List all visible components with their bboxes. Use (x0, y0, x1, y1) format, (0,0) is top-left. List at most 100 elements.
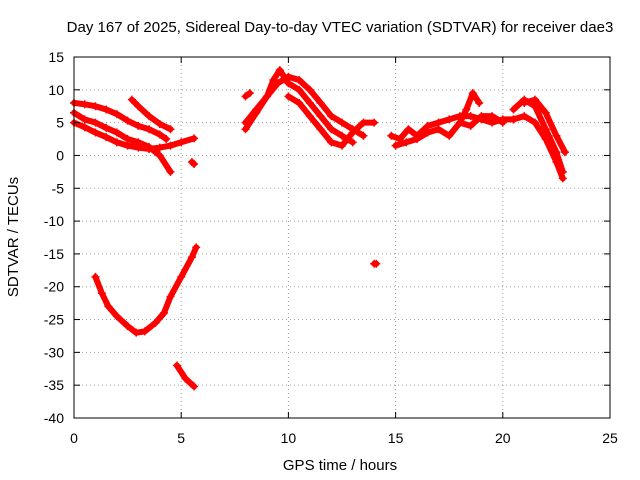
data-point-marker (466, 112, 475, 121)
data-point-marker (284, 72, 293, 81)
series-trace (242, 73, 367, 139)
data-point-marker (348, 138, 357, 147)
chart-title: Day 167 of 2025, Sidereal Day-to-day VTE… (67, 19, 614, 36)
data-point-marker (295, 75, 304, 84)
data-point-marker (305, 85, 314, 94)
data-point-marker (134, 102, 143, 111)
data-point-marker (166, 292, 175, 301)
series-track-l (241, 89, 254, 101)
data-point-marker (134, 143, 143, 152)
x-axis-label: GPS time / hours (283, 457, 397, 474)
y-tick-label: -30 (44, 344, 64, 360)
data-point-marker (140, 327, 149, 336)
data-point-marker (102, 133, 111, 142)
y-tick-label: 0 (56, 147, 64, 163)
y-tick-label: 5 (56, 115, 64, 131)
data-point-marker (541, 135, 550, 144)
data-point-marker (155, 143, 164, 152)
data-point-marker (530, 118, 539, 127)
y-tick-label: -15 (44, 246, 64, 262)
data-point-marker (192, 243, 201, 252)
data-point-marker (520, 112, 529, 121)
data-point-marker (295, 85, 304, 94)
y-tick-labels: -40 -35 -30 -25 -20 -15 -10 -5 0 5 10 15 (44, 49, 64, 426)
y-tick-label: -5 (52, 180, 65, 196)
y-tick-label: -25 (44, 312, 64, 328)
data-point-marker (558, 174, 567, 183)
data-point-marker (166, 141, 175, 150)
data-point-marker (177, 272, 186, 281)
data-point-marker (190, 382, 199, 391)
y-tick-label: -35 (44, 377, 64, 393)
data-point-marker (187, 253, 196, 262)
tick-marks (73, 56, 611, 419)
data-point-marker (134, 121, 143, 130)
data-point-marker (160, 308, 169, 317)
data-point-marker (404, 125, 413, 134)
data-point-marker (91, 102, 100, 111)
data-point-marker (402, 138, 411, 147)
series-track-p (455, 89, 484, 127)
data-point-marker (241, 118, 250, 127)
data-point-marker (123, 141, 132, 150)
plot-frame (73, 56, 611, 419)
series-track-k (284, 92, 379, 150)
data-point-marker (541, 108, 550, 117)
data-point-marker (423, 128, 432, 137)
data-point-marker (262, 92, 271, 101)
data-point-marker (466, 121, 475, 130)
data-point-marker (445, 115, 454, 124)
data-point-marker (509, 115, 518, 124)
data-point-marker (112, 128, 121, 137)
data-point-marker (155, 119, 164, 128)
data-point-marker (284, 92, 293, 101)
data-point-marker (475, 98, 484, 107)
data-point-marker (102, 123, 111, 132)
data-point-marker (387, 131, 396, 140)
series-track-r (509, 112, 567, 183)
series-trace (285, 93, 378, 149)
data-point-marker (245, 89, 254, 98)
data-point-marker (252, 105, 261, 114)
data-point-marker (181, 374, 190, 383)
data-point-marker (462, 105, 471, 114)
data-point-marker (112, 138, 121, 147)
y-axis-label: SDTVAR / TECUs (5, 177, 22, 297)
series-track-m (370, 259, 381, 268)
series-track-f (187, 158, 199, 168)
x-tick-label: 20 (495, 430, 511, 446)
data-point-marker (468, 89, 477, 98)
data-point-marker (145, 112, 154, 121)
y-tick-label: 10 (48, 82, 64, 98)
data-point-marker (434, 125, 443, 134)
y-tick-label: -40 (44, 410, 64, 426)
data-point-marker (305, 112, 314, 121)
data-point-marker (445, 131, 454, 140)
data-point-marker (190, 134, 199, 143)
data-point-marker (127, 95, 136, 104)
x-tick-label: 15 (388, 430, 404, 446)
data-point-marker (80, 115, 89, 124)
data-point-marker (162, 135, 171, 144)
series-track-h (172, 361, 199, 391)
series-track-d (127, 95, 175, 134)
y-tick-label: -20 (44, 279, 64, 295)
series-trace (71, 99, 170, 142)
data-point-marker (370, 118, 379, 127)
data-point-marker (112, 312, 121, 321)
data-point-marker (327, 125, 336, 134)
data-point-marker (327, 138, 336, 147)
data-point-marker (530, 95, 539, 104)
data-point-marker (348, 128, 357, 137)
data-point-marker (316, 98, 325, 107)
data-point-marker (151, 318, 160, 327)
data-point-marker (145, 125, 154, 134)
data-point-marker (80, 100, 89, 109)
data-point-marker (273, 79, 282, 88)
data-point-marker (359, 118, 368, 127)
series-track-a (70, 98, 171, 144)
data-point-marker (123, 116, 132, 125)
data-point-marker (80, 123, 89, 132)
data-point-marker (91, 272, 100, 281)
